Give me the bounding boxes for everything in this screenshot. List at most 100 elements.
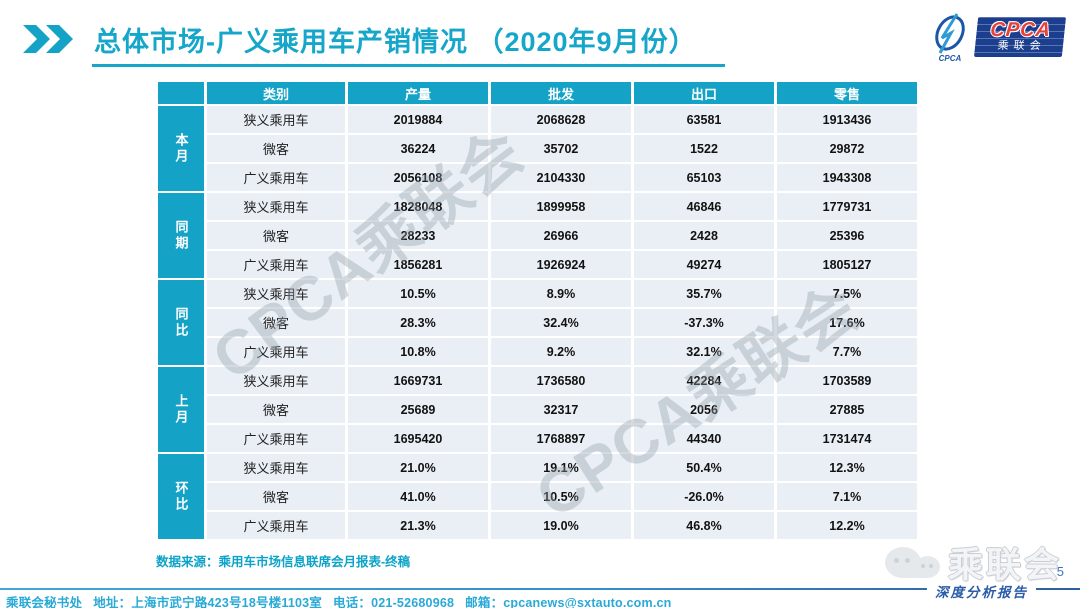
footer-contact-info: 乘联会秘书处 地址：上海市武宁路423号18号楼1103室 电话：021-526… (6, 596, 672, 608)
value-cell: 25396 (777, 222, 917, 249)
value-cell: 1926924 (491, 251, 631, 278)
category-cell: 狭义乘用车 (207, 367, 345, 394)
corner-cell (158, 82, 204, 104)
value-cell: 10.5% (348, 280, 488, 307)
page-number: 5 (1056, 564, 1064, 579)
value-cell: -37.3% (634, 309, 774, 336)
category-cell: 微客 (207, 309, 345, 336)
category-cell: 微客 (207, 222, 345, 249)
table-row: 广义乘用车 1856281 1926924 49274 1805127 (158, 251, 917, 278)
value-cell: 1856281 (348, 251, 488, 278)
value-cell: 1669731 (348, 367, 488, 394)
value-cell: 35702 (491, 135, 631, 162)
table-row: 微客 41.0% 10.5% -26.0% 7.1% (158, 483, 917, 510)
cpca-logo: CPCA CPCA 乘联会 (927, 12, 1067, 62)
value-cell: 2428 (634, 222, 774, 249)
value-cell: 2019884 (348, 106, 488, 133)
table-row: 微客 28.3% 32.4% -37.3% 17.6% (158, 309, 917, 336)
value-cell: 49274 (634, 251, 774, 278)
value-cell: 1736580 (491, 367, 631, 394)
wechat-watermark: 乘联会 (885, 537, 1062, 588)
cpca-logo-title: CPCA (989, 19, 1053, 41)
report-type-label: 深度分析报告 (927, 581, 1036, 601)
row-group-label: 同比 (158, 280, 204, 365)
category-cell: 狭义乘用车 (207, 280, 345, 307)
category-cell: 狭义乘用车 (207, 106, 345, 133)
table-header-row: 类别 产量 批发 出口 零售 (158, 82, 917, 104)
value-cell: 28233 (348, 222, 488, 249)
category-cell: 微客 (207, 135, 345, 162)
value-cell: 7.1% (777, 483, 917, 510)
column-header-category: 类别 (207, 82, 345, 104)
row-group-label: 同期 (158, 193, 204, 278)
value-cell: 1805127 (777, 251, 917, 278)
value-cell: 1522 (634, 135, 774, 162)
category-cell: 微客 (207, 396, 345, 423)
value-cell: 17.6% (777, 309, 917, 336)
value-cell: 32.4% (491, 309, 631, 336)
wechat-watermark-label: 乘联会 (948, 546, 1063, 585)
category-cell: 广义乘用车 (207, 164, 345, 191)
table-body: 本月 狭义乘用车 2019884 2068628 63581 1913436 微客 36224… (158, 106, 917, 539)
value-cell: 35.7% (634, 280, 774, 307)
value-cell: 29872 (777, 135, 917, 162)
table-row: 微客 25689 32317 2056 27885 (158, 396, 917, 423)
column-header-wholesale: 批发 (491, 82, 631, 104)
value-cell: 1779731 (777, 193, 917, 220)
value-cell: 46.8% (634, 512, 774, 539)
category-cell: 广义乘用车 (207, 338, 345, 365)
row-group-label: 上月 (158, 367, 204, 452)
value-cell: 21.3% (348, 512, 488, 539)
value-cell: 65103 (634, 164, 774, 191)
category-cell: 狭义乘用车 (207, 193, 345, 220)
table-row: 上月 狭义乘用车 1669731 1736580 42284 1703589 (158, 367, 917, 452)
table-row: 同期 狭义乘用车 1828048 1899958 46846 1779731 (158, 193, 917, 278)
cpca-swoosh-caption: CPCA (939, 54, 962, 62)
value-cell: 9.2% (491, 338, 631, 365)
table-row: 微客 36224 35702 1522 29872 (158, 135, 917, 162)
value-cell: 1828048 (348, 193, 488, 220)
value-cell: 26966 (491, 222, 631, 249)
value-cell: 27885 (777, 396, 917, 423)
value-cell: 7.5% (777, 280, 917, 307)
value-cell: 12.2% (777, 512, 917, 539)
value-cell: 19.0% (491, 512, 631, 539)
table-row: 广义乘用车 1695420 1768897 44340 1731474 (158, 425, 917, 452)
table-row: 环比 狭义乘用车 21.0% 19.1% 50.4% 12.3% (158, 454, 917, 539)
chat-bubble-icon (915, 555, 940, 578)
value-cell: 50.4% (634, 454, 774, 481)
table-row: 广义乘用车 10.8% 9.2% 32.1% 7.7% (158, 338, 917, 365)
value-cell: 2056108 (348, 164, 488, 191)
column-header-export: 出口 (634, 82, 774, 104)
table-row: 同比 狭义乘用车 10.5% 8.9% 35.7% 7.5% (158, 280, 917, 365)
category-cell: 狭义乘用车 (207, 454, 345, 481)
value-cell: 21.0% (348, 454, 488, 481)
category-cell: 广义乘用车 (207, 425, 345, 452)
table-row: 微客 28233 26966 2428 25396 (158, 222, 917, 249)
value-cell: 36224 (348, 135, 488, 162)
value-cell: 42284 (634, 367, 774, 394)
category-cell: 微客 (207, 483, 345, 510)
value-cell: 2068628 (491, 106, 631, 133)
table-row: 广义乘用车 2056108 2104330 65103 1943308 (158, 164, 917, 191)
table-row: 广义乘用车 21.3% 19.0% 46.8% 12.2% (158, 512, 917, 539)
value-cell: 1899958 (491, 193, 631, 220)
value-cell: 41.0% (348, 483, 488, 510)
row-group-label: 环比 (158, 454, 204, 539)
value-cell: 1703589 (777, 367, 917, 394)
production-sales-table: 类别 产量 批发 出口 零售 本月 狭义乘用车 2019884 2068628 6358… (155, 80, 920, 541)
value-cell: 1731474 (777, 425, 917, 452)
column-header-production: 产量 (348, 82, 488, 104)
value-cell: 63581 (634, 106, 774, 133)
title-block: 总体市场-广义乘用车产销情况 （2020年9月份） (22, 20, 726, 67)
value-cell: -26.0% (634, 483, 774, 510)
table-row: 本月 狭义乘用车 2019884 2068628 63581 1913436 (158, 106, 917, 191)
value-cell: 7.7% (777, 338, 917, 365)
value-cell: 19.1% (491, 454, 631, 481)
value-cell: 10.8% (348, 338, 488, 365)
footer-divider-line (0, 588, 1080, 590)
value-cell: 8.9% (491, 280, 631, 307)
row-group-label: 本月 (158, 106, 204, 191)
value-cell: 1768897 (491, 425, 631, 452)
page-title: 总体市场-广义乘用车产销情况 （2020年9月份） (92, 20, 726, 67)
